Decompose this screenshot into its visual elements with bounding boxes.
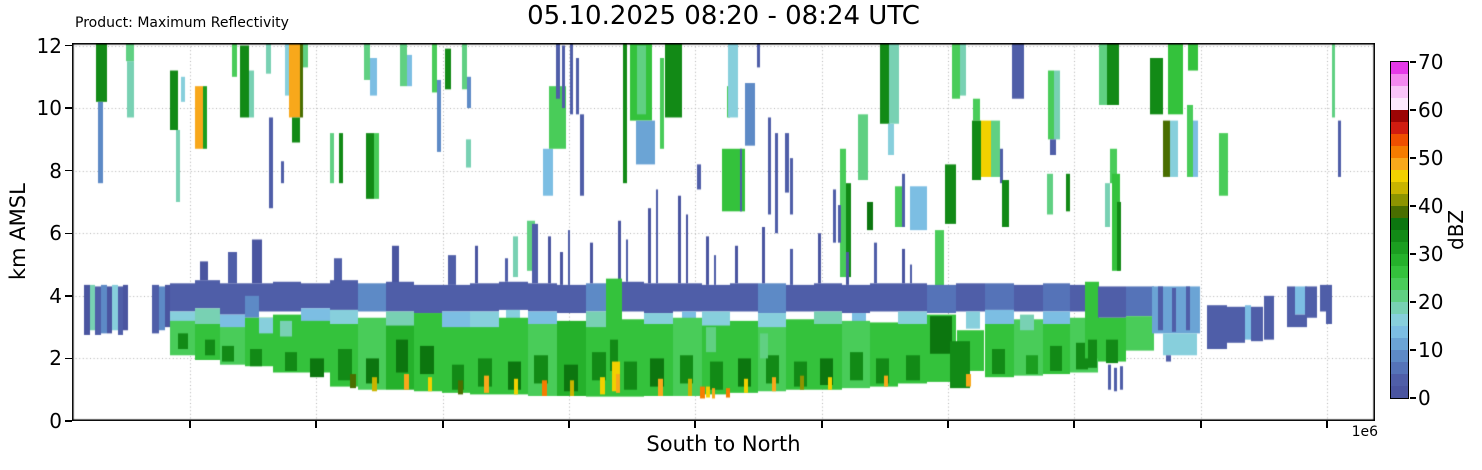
y-tick-label: 8 [49,158,62,183]
colorbar-step [1391,302,1408,314]
colorbar-step [1391,338,1408,350]
colorbar-step [1391,86,1408,98]
colorbar-tick-label: 0 [1418,386,1431,410]
colorbar-tick-label: 40 [1418,194,1444,218]
colorbar-step [1391,74,1408,86]
colorbar-tick-label: 10 [1418,338,1444,362]
x-axis-label: South to North [646,432,801,456]
colorbar-step [1391,158,1408,170]
colorbar-tick-label: 70 [1418,50,1444,74]
colorbar-step [1391,206,1408,218]
colorbar-tick-mark [1409,109,1416,111]
y-tick-mark [65,44,72,47]
colorbar-step [1391,146,1408,158]
x-tick-mark [1326,421,1328,428]
colorbar-tick-mark [1409,157,1416,159]
colorbar-step [1391,278,1408,290]
colorbar-step [1391,194,1408,206]
y-tick-mark [65,357,72,360]
y-tick-mark [65,295,72,297]
x-tick-mark [821,421,823,428]
y-tick-mark [65,232,72,234]
colorbar-step [1391,242,1408,254]
x-tick-mark [1073,421,1075,428]
colorbar-label: dBZ [1444,209,1468,251]
y-tick-label: 0 [49,409,62,433]
y-tick-label: 10 [36,96,62,121]
colorbar-tick-mark [1409,253,1416,255]
y-tick-label: 12 [36,33,62,58]
x-axis-offset-text: 1e6 [1351,424,1378,440]
colorbar-step [1391,218,1408,230]
product-label: Product: Maximum Reflectivity [75,15,289,31]
colorbar-step [1391,254,1408,266]
colorbar-step [1391,98,1408,110]
y-tick-label: 4 [49,283,62,308]
reflectivity-heatmap [72,43,1375,421]
colorbar-step [1391,134,1408,146]
colorbar-step [1391,362,1408,374]
colorbar-step [1391,182,1408,194]
colorbar-step [1391,314,1408,326]
colorbar-tick-label: 30 [1418,242,1444,266]
colorbar-step [1391,326,1408,338]
colorbar-tick-label: 20 [1418,290,1444,314]
chart-title: 05.10.2025 08:20 - 08:24 UTC [527,1,920,31]
y-axis-label: km AMSL [6,183,30,281]
colorbar-frame [1390,61,1409,399]
y-tick-mark [65,169,72,172]
colorbar-step [1391,122,1408,134]
colorbar-step [1391,290,1408,302]
colorbar-tick-mark [1409,349,1416,351]
x-tick-mark [947,421,949,428]
colorbar-step [1391,62,1408,74]
colorbar-tick-label: 50 [1418,146,1444,170]
colorbar-step [1391,230,1408,242]
y-tick-mark [65,107,72,109]
x-tick-mark [1200,421,1202,428]
x-tick-mark [568,421,570,428]
colorbar-step [1391,110,1408,122]
colorbar-tick-mark [1409,205,1416,207]
colorbar-step [1391,266,1408,278]
colorbar-step [1391,386,1408,398]
x-tick-mark [315,421,317,428]
colorbar-step [1391,350,1408,362]
y-tick-label: 6 [49,221,62,246]
y-tick-label: 2 [49,346,62,371]
x-tick-mark [694,421,696,428]
x-tick-mark [189,421,191,428]
colorbar-tick-label: 60 [1418,98,1444,122]
colorbar-step [1391,374,1408,386]
colorbar-tick-mark [1409,301,1416,303]
colorbar-tick-mark [1409,397,1416,399]
colorbar-step [1391,170,1408,182]
colorbar-tick-mark [1409,61,1416,63]
x-tick-mark [442,421,444,428]
y-tick-mark [65,420,72,422]
